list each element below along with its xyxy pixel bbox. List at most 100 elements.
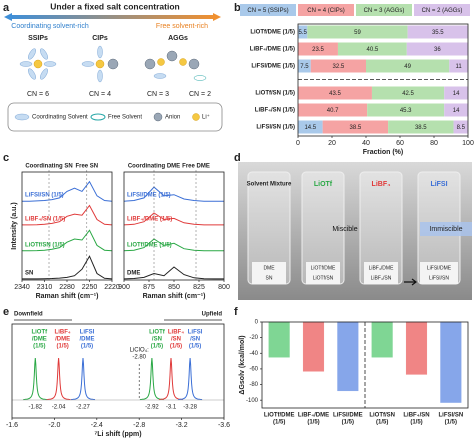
legend-label: CN = 4 (CIPs) [307,8,345,14]
bar-segment [307,25,408,39]
bar-value-label: 36 [434,47,441,53]
y-tick-label: -100 [246,398,259,404]
plot-frame [21,171,113,281]
x-tick-label: 20 [328,140,336,147]
peak-value: -2.92 [145,405,159,411]
x-tick-label: 900 [118,284,130,291]
reference-label: LiClO₄: [130,348,149,354]
peak-name: LiFSI [80,330,95,336]
x-tick-label: (1/5) [342,420,354,426]
group-label: AGGs [168,35,188,42]
nmr-peak [139,357,164,401]
x-tick-label: 100 [462,140,474,147]
x-axis-label: Raman shift (cm⁻¹) [36,293,99,300]
y-tick-label: -20 [249,335,258,341]
x-tick-label: (1/5) [307,420,319,426]
nmr-peak [46,357,71,401]
legend-swatch [298,4,354,16]
legend-icon [153,112,163,122]
x-axis-label: Fraction (%) [363,149,403,156]
peak-name: /SN [190,337,200,343]
peak-value: -2.27 [76,405,90,411]
x-axis-label: Raman shift (cm⁻¹) [143,293,206,300]
miscible-label: Miscible [332,226,357,233]
vial-label: LiFSI/SN [429,275,449,281]
x-tick-label: 875 [143,284,155,291]
panel-a-title: Under a fixed salt concentration [50,1,179,11]
solvent [28,68,36,80]
category-label: LiBF₄/SN (1/5) [255,108,295,114]
bar [268,321,290,358]
x-tick-label: 850 [168,284,180,291]
x-tick-label: -2.4 [91,422,103,429]
legend-text: Coordinating Solvent [32,115,88,121]
series-label: LiFSI/DME (1/5) [127,193,171,199]
bar-segment [298,120,323,134]
y-axis-label: Intensity (a.u.) [11,202,18,249]
peak-value: -2.80 [132,355,146,361]
bar-value-label: 40.7 [327,108,339,114]
anion [166,50,178,62]
gradient-arrow [10,15,215,19]
series-label: LiBF₄/SN (1/5) [25,216,65,222]
legend-label: CN = 5 (SSIPs) [247,8,288,14]
cn-label: CN = 4 [89,91,111,98]
bar-segment [388,120,454,134]
bar-value-label: 7.5 [300,64,309,70]
spectrum [123,186,224,202]
vial-label: LiBF₄/SN [371,275,392,281]
peak-name: /DME [32,337,47,343]
x-tick-label: LiBF₄/DME [298,413,329,419]
bar-segment [406,42,468,56]
series-label: LiBF₄/DME (1/5) [127,216,172,222]
panel-letter: d [234,152,241,164]
x-tick-label: LiOTf/DME [264,413,295,419]
vial-label: DME [263,265,275,271]
x-tick-label: (1/5) [273,420,285,426]
x-tick-label: 825 [193,284,205,291]
peak-name: (1/5) [170,344,182,350]
y-tick-label: -40 [249,351,258,357]
immiscible-label: Immiscible [429,226,462,233]
cip-cluster [81,45,119,83]
legend-swatch [414,4,470,16]
spectrum [22,204,113,226]
annotation: Free SN [75,164,98,170]
vial-label: LiFSI/DME [427,265,452,271]
legend-text: Free Solvent [108,115,142,121]
bar [371,321,393,358]
category-label: LiOTf/DME (1/5) [250,30,295,36]
bar-segment [367,103,445,117]
label-tag [364,262,398,284]
legend-icon [192,113,200,121]
y-tick-label: 0 [255,320,259,326]
category-label: LiBF₄/DME (1/5) [250,47,295,53]
label-right: Free solvent-rich [156,23,208,30]
annotation: Upfield [202,312,223,318]
x-tick-label: -3.6 [218,422,230,429]
bar-value-label: 23.5 [312,47,324,53]
bar-segment [449,59,468,73]
agg-cluster [144,50,207,81]
series-label: SN [25,270,33,276]
bar-value-label: 49 [404,64,411,70]
x-tick-label: (1/5) [410,420,422,426]
bar [405,321,428,375]
x-tick-label: 2220 [104,284,120,291]
peak-value: -1.82 [28,405,42,411]
peak-name: LiFSI [188,330,203,336]
peak-name: (1/5) [56,344,68,350]
nmr-peak [158,357,184,401]
legend-swatch [356,4,412,16]
cn-label: CN = 6 [27,91,49,98]
bar-segment [337,42,407,56]
bar-value-label: 38.5 [350,125,362,131]
bar-segment [298,103,368,117]
legend-label: CN = 3 (AGGs) [364,8,405,14]
bar-segment [366,59,450,73]
y-tick-label: -80 [249,382,258,388]
x-tick-label: LiFSI/DME [333,413,363,419]
vial-label: LiOTf/DME [311,265,336,271]
peak-name: (1/5) [81,344,93,350]
